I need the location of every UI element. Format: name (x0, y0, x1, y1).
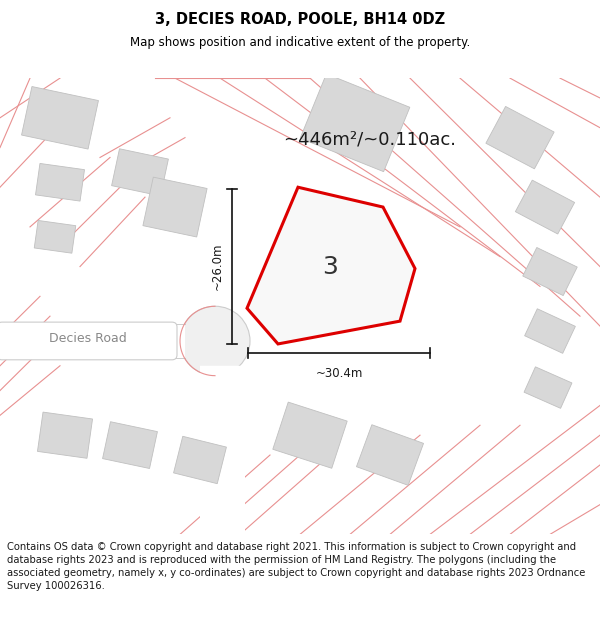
Polygon shape (273, 402, 347, 468)
Polygon shape (103, 422, 157, 469)
Circle shape (180, 306, 250, 376)
Polygon shape (37, 412, 92, 458)
Polygon shape (515, 180, 575, 234)
Polygon shape (34, 221, 76, 253)
Polygon shape (523, 248, 577, 296)
Polygon shape (173, 436, 226, 484)
Polygon shape (22, 86, 98, 149)
FancyBboxPatch shape (0, 322, 177, 360)
Text: Map shows position and indicative extent of the property.: Map shows position and indicative extent… (130, 36, 470, 49)
Text: ~26.0m: ~26.0m (211, 243, 224, 291)
Polygon shape (486, 106, 554, 169)
Polygon shape (300, 74, 410, 172)
Text: 3: 3 (322, 254, 338, 279)
FancyBboxPatch shape (200, 366, 245, 534)
Text: ~446m²/~0.110ac.: ~446m²/~0.110ac. (284, 131, 457, 149)
Polygon shape (524, 309, 575, 353)
Text: Decies Road: Decies Road (49, 332, 127, 346)
Polygon shape (35, 164, 85, 201)
Polygon shape (247, 188, 415, 344)
FancyBboxPatch shape (0, 324, 185, 358)
Text: ~30.4m: ~30.4m (316, 367, 362, 380)
Polygon shape (273, 203, 367, 291)
Polygon shape (143, 177, 207, 237)
Text: Contains OS data © Crown copyright and database right 2021. This information is : Contains OS data © Crown copyright and d… (7, 542, 586, 591)
Polygon shape (524, 367, 572, 408)
Polygon shape (112, 149, 169, 196)
Text: 3, DECIES ROAD, POOLE, BH14 0DZ: 3, DECIES ROAD, POOLE, BH14 0DZ (155, 12, 445, 27)
Polygon shape (356, 425, 424, 486)
